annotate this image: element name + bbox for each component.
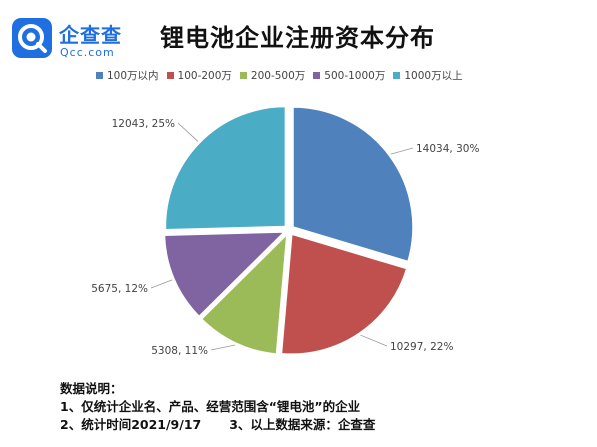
legend-item: 500-1000万 xyxy=(313,68,385,83)
pie-slice xyxy=(200,232,288,355)
notes-line-2-source: 3、以上数据来源：企查查 xyxy=(229,417,376,432)
qcc-logo-icon xyxy=(12,18,52,58)
notes-line-1: 1、仅统计企业名、产品、经营范围含“锂电池”的企业 xyxy=(60,399,361,414)
pie-slice xyxy=(280,233,408,355)
qcc-logo: 企查查 Qcc.com xyxy=(12,14,122,62)
pie-data-label: 12043, 25% xyxy=(112,118,175,130)
legend-swatch xyxy=(96,72,103,79)
pie-data-label: 14034, 30% xyxy=(416,143,479,155)
notes-line-2-date: 2、统计时间2021/9/17 xyxy=(60,417,202,432)
legend-swatch xyxy=(313,72,321,79)
legend-swatch xyxy=(393,72,401,79)
pie-leader-line xyxy=(360,334,388,347)
legend-item: 100万以内 xyxy=(96,68,159,83)
chart-title: 锂电池企业注册资本分布 xyxy=(160,24,435,52)
logo-domain: Qcc.com xyxy=(60,46,115,59)
pie-slice xyxy=(164,105,287,231)
legend-swatch xyxy=(166,72,174,79)
pie-data-label: 5308, 11% xyxy=(151,345,208,357)
pie-slice xyxy=(163,231,287,318)
pie-leader-line xyxy=(210,344,236,351)
legend-swatch xyxy=(239,72,247,79)
pie-leader-line xyxy=(390,147,414,155)
notes-heading: 数据说明： xyxy=(60,381,123,396)
pie-leader-line xyxy=(150,279,173,289)
legend-item: 1000万以上 xyxy=(393,68,463,83)
notes-line-2: 2、统计时间2021/9/17 3、以上数据来源：企查查 xyxy=(60,416,375,434)
legend-label: 1000万以上 xyxy=(404,70,463,82)
pie-slice xyxy=(292,106,414,263)
data-notes: 数据说明： 1、仅统计企业名、产品、经营范围含“锂电池”的企业 2、统计时间20… xyxy=(60,380,375,434)
legend-label: 100-200万 xyxy=(177,70,232,82)
pie-data-label: 10297, 22% xyxy=(390,341,453,353)
legend-label: 200-500万 xyxy=(250,70,306,82)
legend-label: 100万以内 xyxy=(107,70,159,82)
pie-leader-line xyxy=(177,122,199,142)
legend-label: 500-1000万 xyxy=(324,70,386,82)
legend-item: 200-500万 xyxy=(239,68,306,83)
logo-chinese-name: 企查查 xyxy=(59,23,122,47)
pie-data-label: 5675, 12% xyxy=(91,283,148,295)
chart-legend: 100万以内 100-200万 200-500万 500-1000万 1000万… xyxy=(96,68,463,83)
legend-item: 100-200万 xyxy=(166,68,232,83)
